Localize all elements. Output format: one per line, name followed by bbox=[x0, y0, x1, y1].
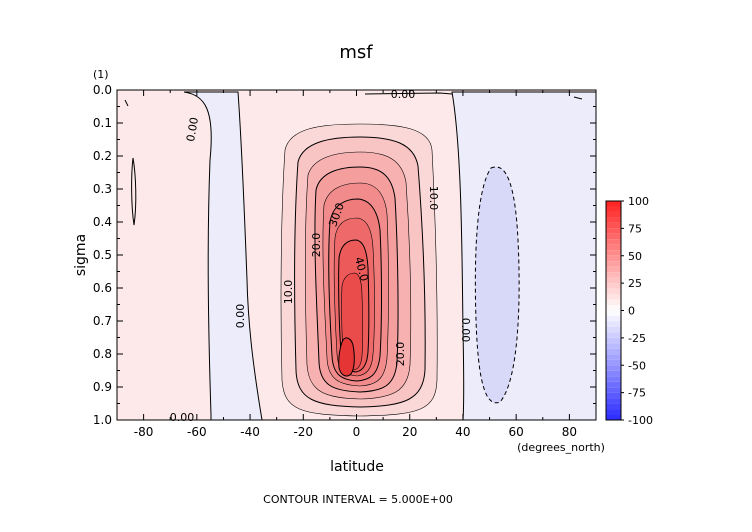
chart-title: msf bbox=[339, 42, 373, 63]
colorbar-tick-label: -25 bbox=[628, 332, 646, 345]
y-tick-label: 0.0 bbox=[93, 83, 112, 97]
y-tick-label: 0.5 bbox=[93, 248, 112, 262]
colorbar-swatch bbox=[606, 277, 621, 284]
contour-label: 0.00 bbox=[391, 88, 416, 101]
colorbar-swatch bbox=[606, 376, 621, 382]
contour-level-50 bbox=[338, 337, 355, 377]
contour-labels: 0.00 0.00 0.00 0.00 0.00 10.0 10.0 20.0 … bbox=[170, 88, 472, 424]
small-contour-top-right bbox=[573, 96, 583, 100]
colorbar-tick-label: -75 bbox=[628, 387, 646, 400]
colorbar-swatch bbox=[606, 381, 621, 388]
y-tick-label: 0.1 bbox=[93, 116, 112, 130]
y-tick-label: 0.4 bbox=[93, 215, 112, 229]
colorbar-swatch bbox=[606, 294, 621, 300]
colorbar-swatch bbox=[606, 283, 621, 289]
x-axis-units: (degrees_north) bbox=[517, 441, 605, 454]
colorbar-swatch bbox=[606, 321, 621, 327]
contour-label: 0.00 bbox=[170, 411, 195, 424]
colorbar-swatch bbox=[606, 272, 621, 278]
colorbar-swatch bbox=[606, 211, 621, 218]
colorbar-tick-label: -100 bbox=[628, 414, 653, 427]
small-contour-west bbox=[131, 157, 137, 226]
contour-interval-footer: CONTOUR INTERVAL = 5.000E+00 bbox=[263, 493, 453, 506]
y-tick-label: 0.7 bbox=[93, 314, 112, 328]
y-tick-label: 0.6 bbox=[93, 281, 112, 295]
colorbar-swatch bbox=[606, 217, 621, 223]
x-tick-label: -60 bbox=[187, 425, 207, 439]
colorbar-tick-label: -50 bbox=[628, 359, 646, 372]
colorbar-swatch bbox=[606, 359, 621, 366]
x-tick-label: 80 bbox=[562, 425, 577, 439]
negative-band-east bbox=[451, 91, 596, 420]
colorbar-swatch bbox=[606, 370, 621, 377]
data-field bbox=[117, 90, 596, 420]
colorbar-swatch bbox=[606, 233, 621, 240]
contour-label: 10.0 bbox=[282, 280, 295, 305]
contour-label: 0.00 bbox=[459, 318, 472, 343]
colorbar-swatch bbox=[606, 255, 621, 262]
colorbar-swatch bbox=[606, 392, 621, 399]
x-tick-label: 60 bbox=[509, 425, 524, 439]
x-tick-label: 40 bbox=[455, 425, 470, 439]
colorbar-tick-label: 75 bbox=[628, 222, 642, 235]
x-axis-label: latitude bbox=[330, 459, 384, 475]
y-axis-label: sigma bbox=[73, 234, 89, 276]
colorbar-swatch bbox=[606, 343, 621, 349]
colorbar-swatch bbox=[606, 398, 621, 404]
colorbar-swatch bbox=[606, 239, 621, 245]
colorbar: 100 75 50 25 0 -25 -50 -75 -100 bbox=[605, 195, 653, 427]
x-tick-label: -80 bbox=[134, 425, 154, 439]
colorbar-swatch bbox=[606, 244, 621, 251]
colorbar-swatch bbox=[606, 409, 621, 415]
colorbar-tick-label: 25 bbox=[628, 277, 642, 290]
contour-label: 40.0 bbox=[352, 256, 371, 283]
colorbar-swatch bbox=[606, 332, 621, 338]
colorbar-swatch bbox=[606, 315, 621, 322]
contour-label: 10.0 bbox=[427, 186, 440, 211]
colorbar-swatch bbox=[606, 250, 621, 256]
colorbar-swatch bbox=[606, 326, 621, 333]
contour-label: 0.00 bbox=[184, 116, 201, 142]
x-tick-label: 20 bbox=[402, 425, 417, 439]
colorbar-swatch bbox=[606, 337, 621, 344]
colorbar-tick-label: 0 bbox=[628, 305, 635, 318]
colorbar-swatch bbox=[606, 403, 621, 410]
negative-core-east bbox=[474, 166, 520, 404]
contour-label: 0.00 bbox=[234, 304, 247, 329]
colorbar-swatch bbox=[606, 305, 621, 311]
colorbar-swatch bbox=[606, 354, 621, 360]
colorbar-swatch bbox=[606, 299, 621, 306]
colorbar-swatch bbox=[606, 348, 621, 355]
small-contour-top-left bbox=[124, 99, 129, 107]
colorbar-swatch bbox=[606, 228, 621, 234]
zero-contour-top bbox=[364, 92, 453, 95]
colorbar-swatch bbox=[606, 222, 621, 229]
y-tick-label: 0.3 bbox=[93, 182, 112, 196]
contour-label: 20.0 bbox=[310, 233, 323, 258]
colorbar-tick-label: 50 bbox=[628, 250, 642, 263]
colorbar-tick-label: 100 bbox=[628, 195, 649, 208]
negative-band-west bbox=[183, 91, 263, 420]
y-tick-label: 0.2 bbox=[93, 149, 112, 163]
colorbar-swatch bbox=[606, 365, 621, 371]
colorbar-swatch bbox=[606, 201, 621, 207]
x-tick-label: -40 bbox=[240, 425, 260, 439]
contour-label: 20.0 bbox=[394, 342, 407, 367]
colorbar-swatch bbox=[606, 206, 621, 212]
colorbar-swatch bbox=[606, 288, 621, 295]
x-axis: -80 -60 -40 -20 0 20 40 60 80 bbox=[116, 90, 597, 439]
colorbar-swatch bbox=[606, 414, 621, 420]
x-tick-label: 0 bbox=[353, 425, 361, 439]
colorbar-swatch bbox=[606, 266, 621, 273]
colorbar-swatch bbox=[606, 261, 621, 267]
corner-label: (1) bbox=[93, 68, 109, 81]
colorbar-swatch bbox=[606, 387, 621, 393]
y-axis: 0.0 0.1 0.2 0.3 0.4 0.5 0.6 0.7 0.8 0.9 1.0 bbox=[93, 83, 596, 427]
y-tick-label: 0.8 bbox=[93, 347, 112, 361]
colorbar-swatch bbox=[606, 310, 621, 316]
y-tick-label: 0.9 bbox=[93, 380, 112, 394]
y-tick-label: 1.0 bbox=[93, 413, 112, 427]
x-tick-label: -20 bbox=[293, 425, 313, 439]
